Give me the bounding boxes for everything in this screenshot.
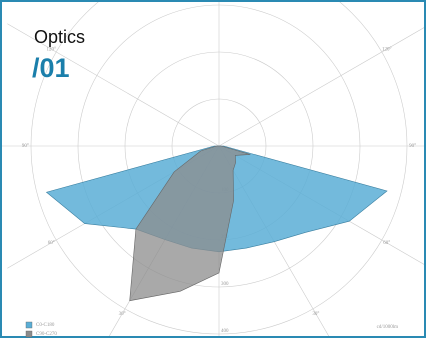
angle-tick-label: 90° [409,144,416,149]
series-area [129,145,251,302]
legend-swatch [25,321,33,329]
r-tick-label: 300 [221,282,229,287]
unit-label: cd/1000lm [377,325,398,330]
header-number: /01 [32,53,70,83]
angle-tick-label: 60° [383,241,390,246]
angle-tick-label: 60° [48,241,55,246]
spoke [7,23,220,147]
legend: C0-C180 C90-C270 [25,321,57,338]
angle-tick-label: 120° [47,47,57,52]
angle-tick-label: 30° [312,312,319,317]
legend-label: C90-C270 [36,332,57,337]
angle-tick-label: 90° [22,144,29,149]
r-tick-label: 400 [221,329,229,334]
spoke [218,27,424,147]
header-title: Optics [34,27,85,47]
angle-tick-label: 30° [119,312,126,317]
legend-label: C0-C180 [36,323,55,328]
legend-swatch [25,330,33,338]
angle-tick-label: 120° [382,47,392,52]
